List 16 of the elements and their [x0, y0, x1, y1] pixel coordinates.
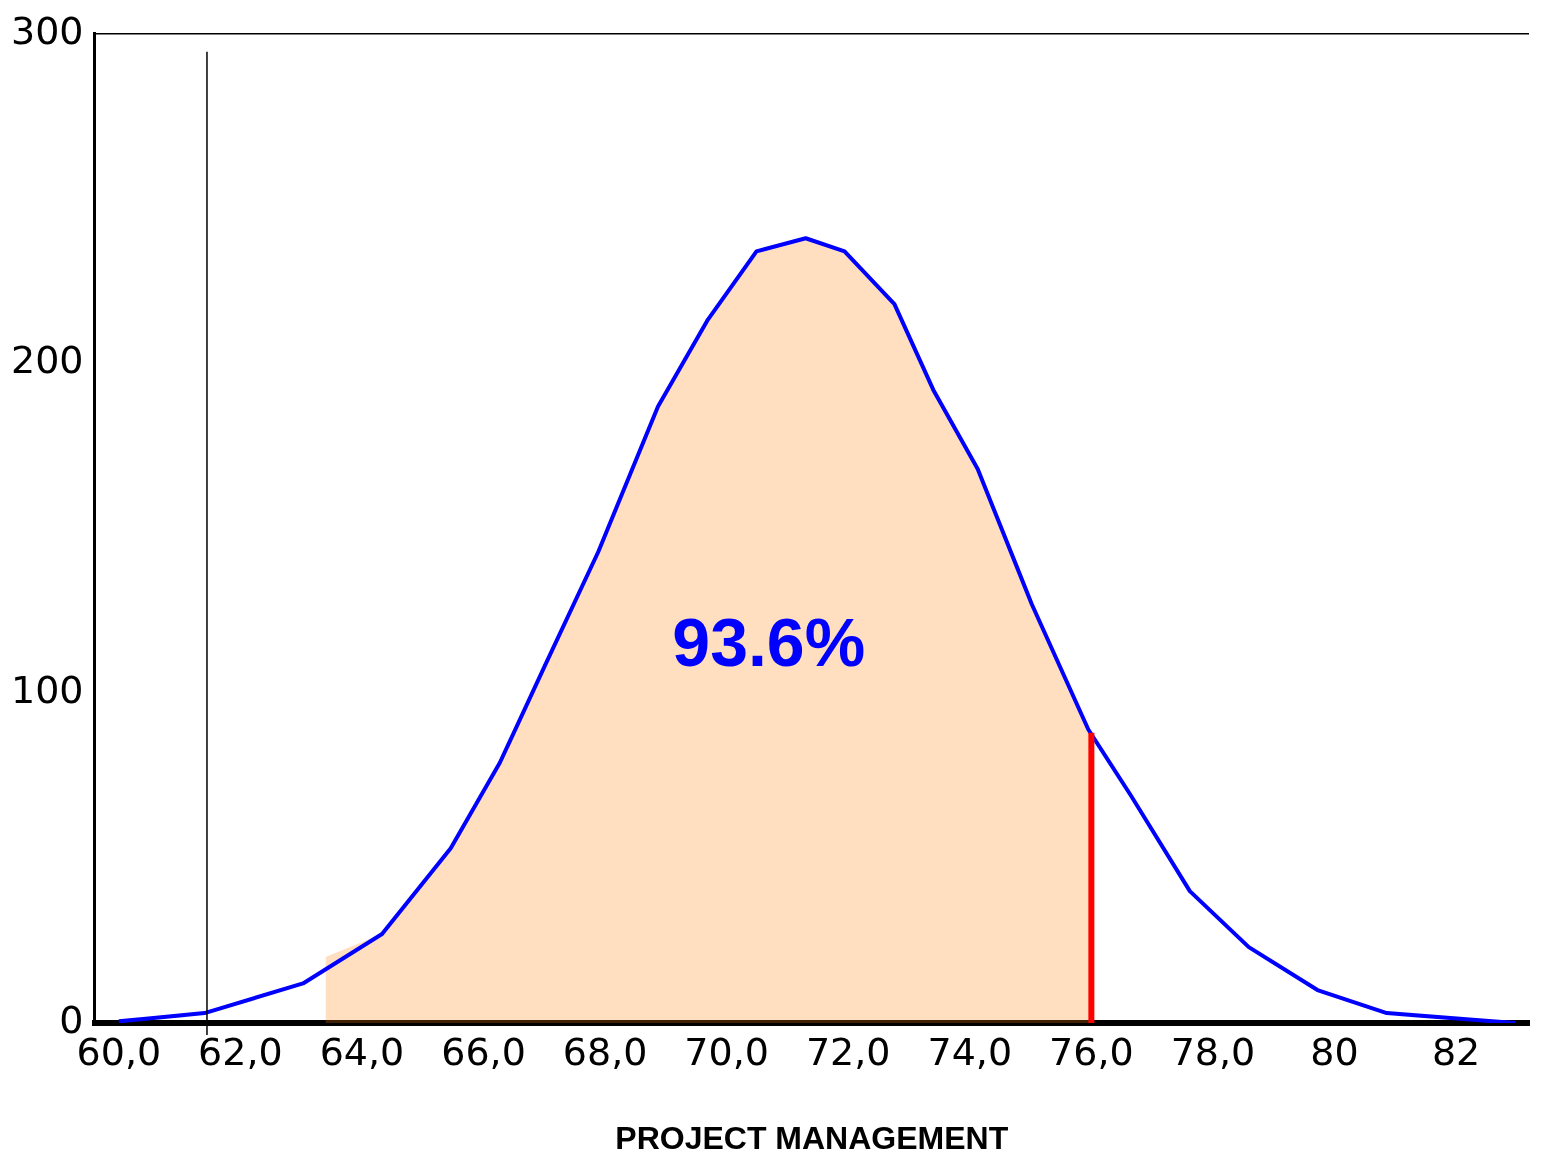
x-tick-label: 66,0 [441, 1029, 526, 1074]
x-tick-label: 76,0 [1049, 1029, 1134, 1074]
x-tick-label: 62,0 [198, 1029, 283, 1074]
y-tick-label: 100 [11, 668, 84, 713]
x-tick-label: 72,0 [805, 1029, 891, 1074]
y-tick-label: 300 [11, 8, 84, 53]
annotation: 93.6% [672, 603, 866, 680]
x-tick-label: 68,0 [562, 1029, 648, 1074]
y-tick-label: 200 [11, 338, 84, 383]
x-tick-label: 82 [1431, 1029, 1481, 1074]
x-tick-label: 80 [1310, 1029, 1359, 1074]
x-tick-label: 78,0 [1170, 1029, 1256, 1074]
x-tick-label: 64,0 [319, 1029, 405, 1074]
x-tick-label: 74,0 [927, 1029, 1013, 1074]
x-axis-title: PROJECT MANAGEMENT [615, 1119, 1009, 1156]
x-tick-label: 70,0 [684, 1029, 769, 1074]
